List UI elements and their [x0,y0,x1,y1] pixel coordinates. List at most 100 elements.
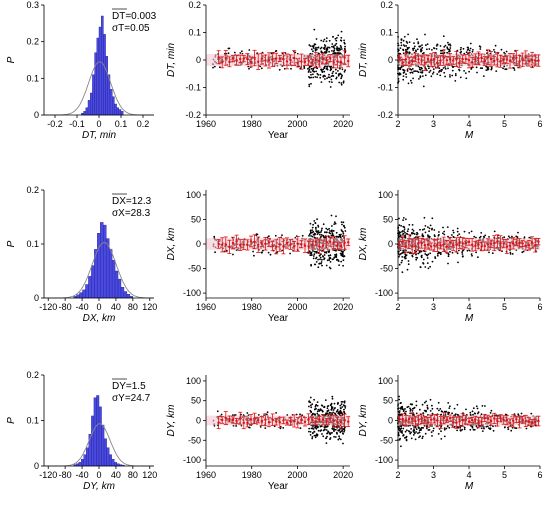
data-point [334,44,337,47]
mean-marker [339,61,343,64]
data-point [326,412,329,415]
histogram-bar [91,265,95,299]
data-point [419,266,422,269]
data-point [326,67,328,69]
data-point [493,48,495,51]
data-point [484,405,486,407]
data-point [313,434,316,437]
data-point [425,253,428,256]
mean-marker [420,59,423,62]
mean-marker [486,56,490,59]
data-point [454,80,457,82]
data-point [311,437,314,440]
mean-marker [275,420,278,423]
mean-marker [239,243,242,247]
data-point [324,399,327,401]
data-point [400,225,402,227]
data-point [405,438,408,441]
data-point [503,65,506,68]
mean-marker [534,243,537,247]
data-point [500,48,503,51]
mean-marker [429,245,433,248]
data-point [418,68,421,71]
data-point [314,436,317,439]
data-point [410,68,413,71]
data-point [310,264,312,267]
data-point [322,40,325,43]
data-point [329,254,332,257]
data-point [332,50,335,53]
mean-marker [480,420,483,423]
data-point [253,254,255,257]
data-point [413,406,416,409]
mean-marker [493,59,496,63]
data-point [415,412,418,415]
data-point [414,426,417,429]
data-point [314,222,317,224]
mean-marker [321,418,325,421]
data-point [423,52,425,54]
histogram-bar [81,458,84,467]
data-point [474,412,476,415]
data-point [330,67,332,70]
data-point [312,250,314,252]
x-tick-label: 40 [111,302,121,312]
data-point [212,66,214,69]
mean-marker [480,245,483,248]
data-point [328,73,330,76]
mean-marker [515,56,518,60]
data-point [411,255,414,258]
data-point [398,233,400,236]
sigma-stat: σX=28.3 [112,208,151,219]
mean-marker [411,245,414,248]
data-point [331,43,334,45]
data-point [321,258,323,261]
data-point [309,232,312,235]
mean-marker [474,244,477,248]
data-point [321,227,323,230]
data-point [431,73,434,75]
x-axis-label: DX, km [83,313,116,324]
data-point [333,428,336,431]
x-tick-label: -80 [59,470,72,480]
mean-marker [398,417,401,421]
mean-marker [461,242,464,245]
data-point [335,431,338,434]
data-point [418,78,420,80]
data-point [436,43,439,46]
data-point [414,438,417,441]
mean-marker [445,418,449,421]
data-point [310,427,313,430]
mean-marker [235,240,238,243]
data-point [431,404,433,407]
mean-marker [217,242,220,246]
data-point [334,222,337,225]
data-point [398,224,401,227]
data-point [247,65,250,68]
data-point [415,428,418,431]
data-point [314,425,317,428]
data-point [344,230,347,232]
data-point [413,233,416,235]
x-tick-label: 0 [96,119,101,129]
data-point [424,33,426,36]
mean-marker [474,58,477,61]
histogram-bar [79,292,83,299]
data-point [329,230,331,232]
data-point [344,407,347,409]
histogram-bar [106,447,110,467]
data-point [315,407,317,410]
data-point [343,224,345,227]
data-point [318,409,321,412]
x-tick-label: 2000 [287,119,307,129]
data-point [313,43,316,46]
data-point [314,76,317,78]
data-point [488,427,490,430]
data-point [401,259,403,262]
data-point [323,257,326,260]
data-point [411,72,414,74]
data-point [328,432,331,435]
data-point [437,234,440,237]
mean-marker [347,241,350,244]
data-point [411,224,414,226]
